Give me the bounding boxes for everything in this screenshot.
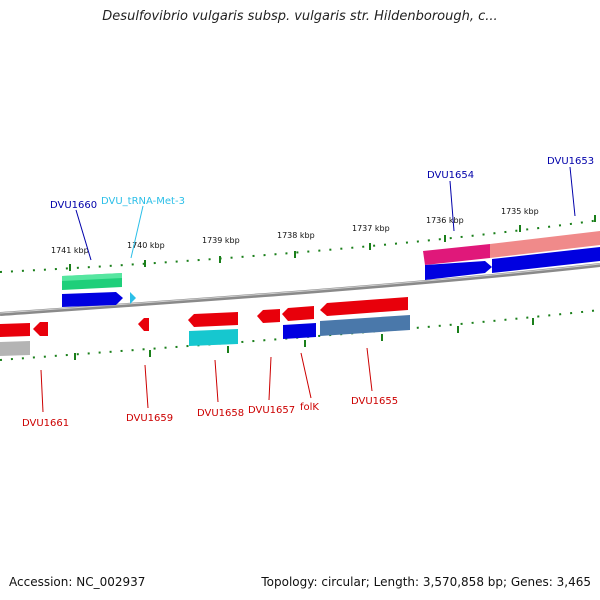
inner-major-ticks bbox=[74, 318, 534, 360]
trna-met-3-forward[interactable] bbox=[130, 292, 136, 304]
label-trna-met-3[interactable]: DVU_tRNA-Met-3 bbox=[101, 196, 185, 207]
label-dvu1660[interactable]: DVU1660 bbox=[50, 200, 97, 211]
label-folk[interactable]: folK bbox=[300, 402, 319, 413]
feature-green-forward-shade bbox=[62, 273, 122, 281]
label-dvu1654[interactable]: DVU1654 bbox=[427, 170, 474, 181]
label-dvu1657[interactable]: DVU1657 bbox=[248, 405, 295, 416]
tick-label-1737: 1737 kbp bbox=[352, 224, 390, 233]
feature-blue-folk[interactable] bbox=[283, 323, 316, 339]
cds-dvu1654-forward[interactable] bbox=[425, 261, 492, 280]
tick-label-1735: 1735 kbp bbox=[501, 207, 539, 216]
feature-dvu1653-pink[interactable] bbox=[490, 231, 600, 258]
label-dvu1661[interactable]: DVU1661 bbox=[22, 418, 69, 429]
cds-dvu1661-reverse[interactable] bbox=[0, 323, 30, 337]
upper-leader-lines bbox=[75, 166, 576, 261]
lower-leader-lines bbox=[40, 347, 373, 413]
feature-grey-lower[interactable] bbox=[0, 341, 30, 356]
tick-label-1740: 1740 kbp bbox=[127, 241, 165, 250]
accession-text: Accession: NC_002937 bbox=[9, 575, 146, 589]
feature-cyan-dvu1658[interactable] bbox=[189, 329, 238, 346]
map-title: Desulfovibrio vulgaris subsp. vulgaris s… bbox=[102, 9, 498, 24]
cds-dvu1657-reverse[interactable] bbox=[257, 309, 280, 323]
feature-dvu1654-pink[interactable] bbox=[423, 244, 490, 265]
cds-dvu1660-forward[interactable] bbox=[62, 292, 123, 307]
outer-major-ticks bbox=[69, 215, 596, 271]
cds-dvu1655-reverse[interactable] bbox=[320, 297, 408, 316]
tick-label-1738: 1738 kbp bbox=[277, 231, 315, 240]
label-dvu1653[interactable]: DVU1653 bbox=[547, 156, 594, 167]
cds-dvu1653-forward[interactable] bbox=[492, 247, 600, 273]
genome-backbone bbox=[0, 263, 600, 316]
tick-label-1736: 1736 kbp bbox=[426, 216, 464, 225]
tick-label-1741: 1741 kbp bbox=[51, 246, 89, 255]
outer-tick-ring bbox=[0, 219, 600, 273]
label-dvu1655[interactable]: DVU1655 bbox=[351, 396, 398, 407]
cds-folk-reverse[interactable] bbox=[282, 306, 314, 321]
genome-backbone-highlight bbox=[0, 263, 600, 314]
genome-summary-text: Topology: circular; Length: 3,570,858 bp… bbox=[261, 575, 591, 589]
tick-label-1739: 1739 kbp bbox=[202, 236, 240, 245]
label-dvu1659[interactable]: DVU1659 bbox=[126, 413, 173, 424]
cds-dvu1659-reverse[interactable] bbox=[138, 318, 149, 331]
cds-dvu1661-reverse-small[interactable] bbox=[33, 322, 48, 336]
feature-steel-dvu1655[interactable] bbox=[320, 315, 410, 336]
label-dvu1658[interactable]: DVU1658 bbox=[197, 408, 244, 419]
cds-dvu1658-reverse[interactable] bbox=[188, 312, 238, 327]
